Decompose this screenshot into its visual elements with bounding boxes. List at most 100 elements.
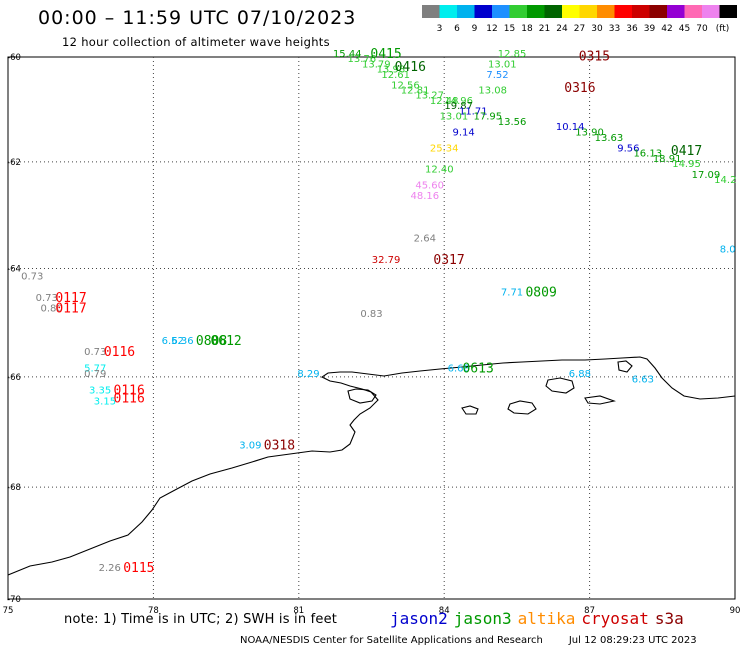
satellite-legend: jason2 jason3 altika cryosat s3a	[390, 609, 690, 628]
wave-height-label: 8.0	[720, 244, 736, 255]
wave-height-label: 10.14	[556, 122, 585, 133]
color-swatch	[544, 5, 562, 18]
color-unit-label: (ft)	[716, 24, 730, 34]
color-tick-label: 39	[644, 24, 656, 34]
wave-height-label: 9.56	[617, 143, 639, 154]
wave-height-label: 48.16	[410, 191, 439, 202]
wave-height-label: 13.98	[377, 65, 406, 76]
wave-height-label: 18.91	[653, 154, 682, 165]
graticule	[8, 57, 735, 599]
color-swatch	[439, 5, 457, 18]
color-tick-label: 27	[574, 24, 585, 34]
color-tick-label: 36	[626, 24, 638, 34]
footnote: note: 1) Time is in UTC; 2) SWH is in fe…	[64, 612, 338, 627]
pass-time-label: 0318	[264, 438, 295, 453]
wave-height-label: 2.64	[414, 234, 436, 245]
wave-height-label: 13.63	[595, 133, 624, 144]
lon-tick-label: 87	[584, 606, 595, 616]
color-tick-label: 21	[539, 24, 550, 34]
wave-height-label: 0.80	[40, 304, 62, 315]
wave-height-label: 3.09	[239, 440, 261, 451]
wave-height-label: 14.2	[714, 175, 736, 186]
color-tick-label: 3	[437, 24, 443, 34]
legend-s3a: s3a	[654, 609, 684, 628]
coast-ice	[584, 395, 617, 405]
legend-jason3: jason3	[453, 609, 512, 628]
color-tick-label: 12	[486, 24, 497, 34]
pass-time-label: 0809	[525, 285, 556, 300]
wave-height-label: 6.63	[632, 374, 654, 385]
color-swatch	[527, 5, 545, 18]
wave-height-label: 12.48	[430, 96, 459, 107]
wave-height-label: 0.73	[84, 347, 106, 358]
wave-height-label: 12.85	[498, 49, 527, 60]
pass-time-label: 0808	[196, 334, 227, 349]
color-tick-label: 15	[504, 24, 515, 34]
color-swatch	[667, 5, 685, 18]
color-swatch	[457, 5, 475, 18]
pass-time-label: 0116	[114, 383, 145, 398]
color-tick-label: 33	[609, 24, 620, 34]
pass-time-label: 0117	[55, 302, 86, 317]
pass-time-label: 0315	[579, 50, 610, 65]
lon-tick-label: 81	[293, 606, 304, 616]
wave-height-label: 13.79	[362, 59, 391, 70]
wave-height-label: 6.88	[569, 369, 591, 380]
color-swatch	[702, 5, 720, 18]
credit-text: NOAA/NESDIS Center for Satellite Applica…	[240, 635, 543, 646]
pass-time-label: 0116	[114, 392, 145, 407]
wave-height-label: 9.14	[452, 127, 474, 138]
pass-time-label: 0417	[671, 144, 702, 159]
legend-cryosat: cryosat	[581, 609, 649, 628]
wave-height-label: 11.71	[459, 106, 488, 117]
wave-height-label: 5.77	[84, 363, 106, 374]
wave-height-label: 0.79	[84, 369, 106, 380]
wave-height-label: 6.68	[448, 363, 470, 374]
color-swatch	[509, 5, 527, 18]
wave-height-label: 7.52	[486, 70, 508, 81]
lon-tick-label: 75	[3, 606, 14, 616]
color-swatch	[474, 5, 492, 18]
coastline	[7, 356, 736, 576]
lon-tick-label: 90	[730, 606, 740, 616]
pass-time-label: 0416	[395, 60, 426, 75]
coast-island	[507, 400, 537, 415]
wave-height-label: 0.83	[360, 309, 382, 320]
color-tick-label: 45	[679, 24, 690, 34]
wave-height-label: 12.61	[381, 70, 410, 81]
wave-height-label: 6.52	[162, 336, 184, 347]
wave-height-label: 12.81	[401, 86, 430, 97]
pass-time-label: 0115	[123, 561, 154, 576]
chart-title: 00:00 – 11:59 UTC 07/10/2023	[38, 7, 357, 29]
lat-tick-label: -60	[7, 53, 21, 63]
color-tick-label: 42	[661, 24, 672, 34]
wave-height-labels: 15.4413.7613.7913.9812.6112.5612.8113.27…	[21, 49, 736, 574]
wave-height-label: 3.15	[94, 396, 116, 407]
pass-time-label: 0316	[564, 81, 595, 96]
wave-height-label: 12.56	[391, 80, 420, 91]
wave-height-label: 14.95	[672, 159, 701, 170]
color-swatch	[649, 5, 667, 18]
coast-island	[545, 377, 575, 394]
coast-island	[617, 360, 633, 373]
color-swatch	[719, 5, 737, 18]
wave-height-label: 0.73	[21, 271, 43, 282]
color-tick-label: 18	[521, 24, 533, 34]
color-scale-legend: 3 6 9 12 15 18 21 24 27 30 33 36 39 42 45 70 (ft)	[422, 5, 737, 34]
wave-height-label: 6.36	[171, 336, 193, 347]
chart-subtitle: 12 hour collection of altimeter wave hei…	[62, 35, 330, 49]
color-swatch	[422, 5, 440, 18]
wave-height-label: 32.79	[372, 255, 401, 266]
wave-height-label: 8.29	[297, 369, 319, 380]
pass-time-label: 0317	[433, 253, 464, 268]
wave-height-label: 0.73	[36, 293, 58, 304]
wave-height-label: 13.01	[488, 59, 517, 70]
legend-altika: altika	[517, 609, 576, 628]
color-tick-label: 70	[696, 24, 708, 34]
wave-height-label: 25.34	[430, 143, 459, 154]
pass-time-label: 0613	[462, 361, 493, 376]
legend-jason2: jason2	[390, 609, 448, 628]
lat-tick-label: -66	[7, 373, 21, 383]
